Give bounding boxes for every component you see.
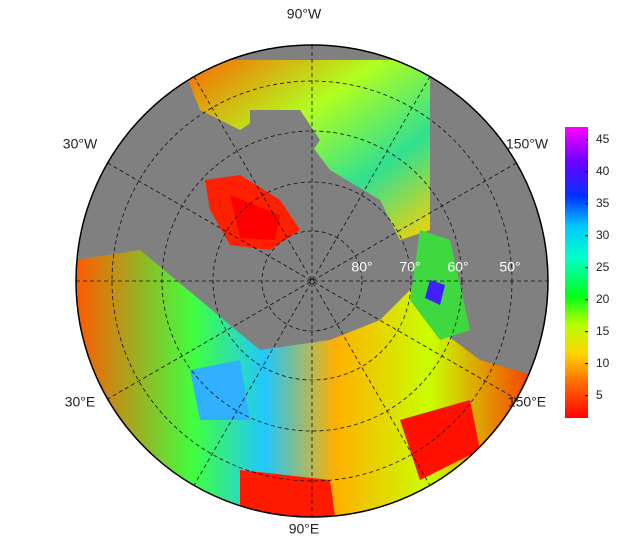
longitude-label: 90°E	[289, 521, 320, 537]
north-america-field	[180, 60, 430, 240]
longitude-label: 30°W	[63, 136, 98, 152]
longitude-label: 150°W	[506, 136, 549, 152]
meridian	[107, 162, 517, 400]
hudson-bay	[250, 110, 320, 170]
latitude-label: 50°	[499, 259, 520, 275]
latitude-label: 70°	[399, 259, 420, 275]
meridian	[107, 162, 517, 400]
greenland-core	[230, 195, 280, 240]
colorbar-tick-label: 25	[596, 260, 610, 274]
colorbar-tick-label: 15	[596, 324, 610, 338]
map-area	[76, 45, 548, 517]
longitude-label: 30°E	[65, 394, 96, 410]
siberia-patch	[190, 360, 250, 420]
colorbar-tick-label: 10	[596, 356, 610, 370]
latitude-label: 60°	[447, 259, 468, 275]
meridian	[193, 76, 431, 486]
colorbar-tick-label: 35	[596, 196, 610, 210]
colorbar-ticks: 5 10 15 20 25 30 35 40 45	[585, 132, 610, 402]
colorbar-tick-label: 20	[596, 292, 610, 306]
bering-patch	[425, 280, 445, 305]
colorbar-tick-label: 45	[596, 132, 610, 146]
colorbar-tick-label: 40	[596, 164, 610, 178]
latitude-label: 80°	[351, 259, 372, 275]
central-asia-field	[240, 470, 340, 517]
longitude-label: 90°W	[287, 6, 322, 22]
map-border	[75, 44, 549, 518]
map-labels: 90°W 150°W 150°E 90°E 30°E 30°W 80° 70° 60° 50°	[63, 6, 549, 537]
meridian	[193, 76, 431, 486]
colorbar-tick-label: 5	[596, 388, 603, 402]
east-siberia-field	[400, 400, 480, 480]
longitude-label: 150°E	[508, 394, 546, 410]
graticule	[76, 45, 548, 517]
colorbar	[565, 127, 588, 418]
colorbar-tick-label: 30	[596, 228, 610, 242]
